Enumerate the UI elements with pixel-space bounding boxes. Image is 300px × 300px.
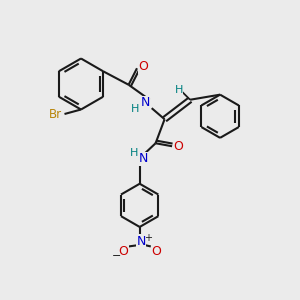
Text: O: O — [118, 245, 128, 258]
Text: N: N — [140, 96, 150, 109]
Text: Br: Br — [49, 107, 62, 121]
Text: O: O — [151, 245, 161, 258]
Text: +: + — [144, 233, 152, 243]
Text: H: H — [130, 148, 138, 158]
Text: O: O — [139, 60, 148, 73]
Text: O: O — [174, 140, 184, 153]
Text: N: N — [139, 152, 148, 165]
Text: H: H — [131, 104, 140, 114]
Text: N: N — [136, 235, 146, 248]
Text: −: − — [112, 251, 121, 261]
Text: H: H — [175, 85, 183, 95]
